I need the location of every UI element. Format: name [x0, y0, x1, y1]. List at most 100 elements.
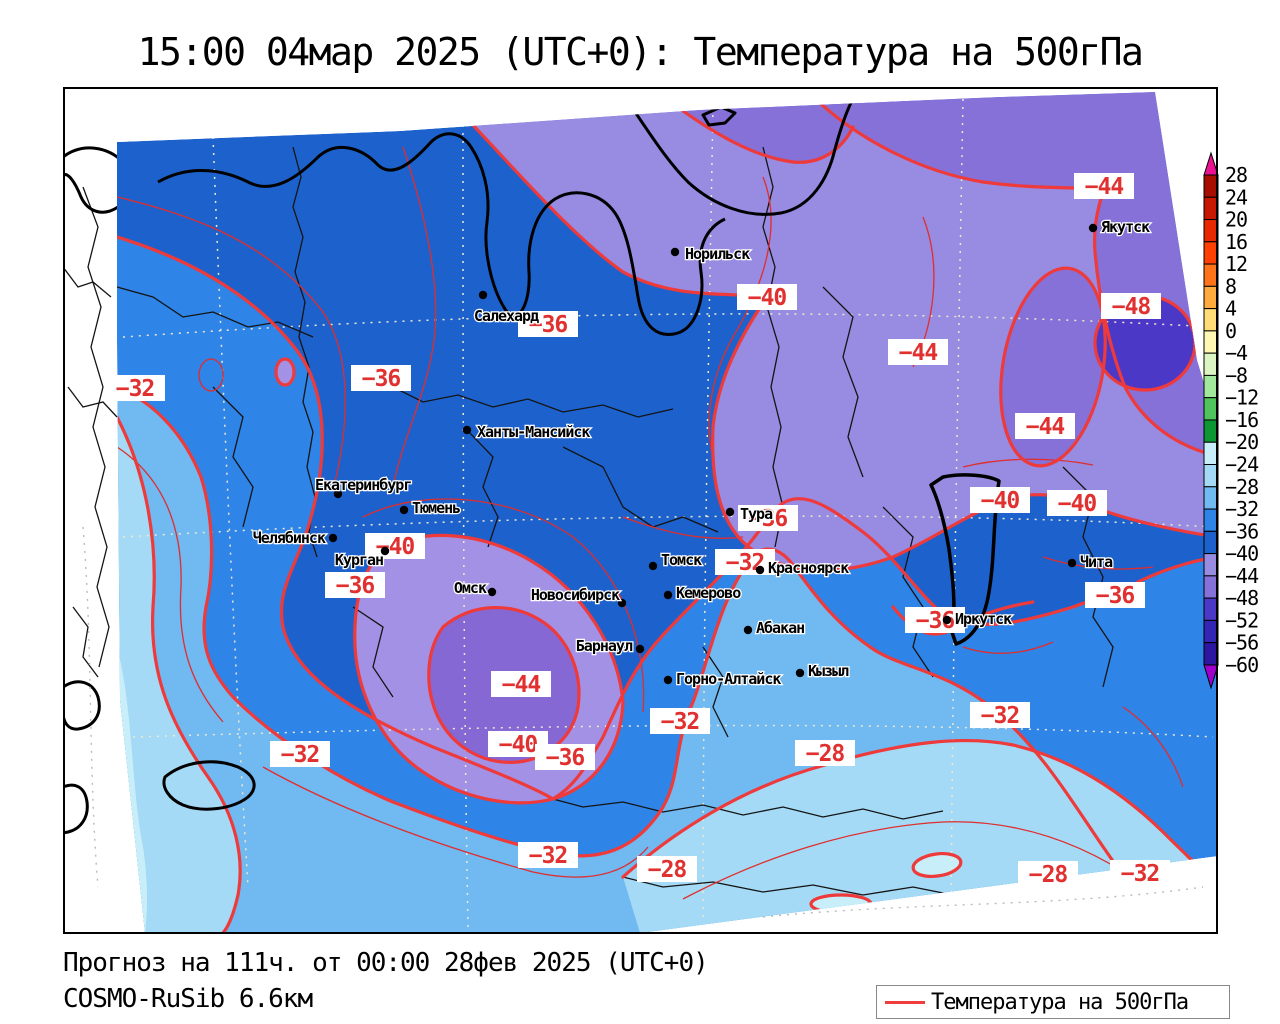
city-dot	[328, 533, 338, 543]
region-band-20-24-sliver	[117, 647, 147, 933]
svg-text:−32: −32	[981, 703, 1020, 729]
svg-text:−36: −36	[336, 573, 375, 599]
map-canvas: −44−48−40−44−36−36−32−44−40 −40−36−32−40−…	[61, 87, 1280, 934]
city-label: Новосибирск	[531, 586, 620, 604]
svg-text:−40: −40	[376, 534, 415, 560]
city-label: Кемерово	[676, 584, 741, 602]
contour-label: −36	[738, 505, 798, 532]
city-dot	[663, 590, 673, 600]
svg-text:−40: −40	[499, 732, 538, 758]
city-dot	[725, 507, 735, 517]
city-label: Абакан	[756, 619, 804, 637]
city-dot	[635, 644, 645, 654]
city-marker: Барнаул	[575, 636, 645, 656]
colorbar-step	[1203, 219, 1219, 243]
svg-text:−32: −32	[661, 709, 700, 735]
svg-text:−32: −32	[529, 843, 568, 869]
colorbar-tick-label: −36	[1225, 519, 1258, 543]
city-marker: Норильск	[670, 244, 752, 264]
city-marker: Якутск	[1088, 217, 1152, 237]
city-label: Тура	[740, 505, 773, 523]
city-marker: Чита	[1067, 552, 1115, 572]
city-dot	[755, 565, 765, 575]
isotherms-major	[117, 101, 1218, 933]
colorbar-step	[1203, 530, 1219, 555]
lakes-outside	[61, 680, 101, 835]
city-label: Чита	[1080, 553, 1113, 571]
contour-label: −28	[1018, 861, 1078, 888]
legend-label: Температура на 500гПа	[931, 989, 1189, 1015]
city-label: Якутск	[1101, 218, 1150, 236]
city-marker: Кемерово	[663, 583, 743, 603]
city-dot	[487, 587, 497, 597]
region-tiny-cold-spot	[276, 359, 294, 385]
svg-text:−36: −36	[1096, 583, 1135, 609]
colorbar-tick-label: −20	[1225, 430, 1258, 454]
colorbar-tick-label: −32	[1225, 497, 1258, 521]
contour-label: −36	[1085, 582, 1145, 609]
city-label: Красноярск	[768, 559, 849, 577]
city-marker: Ханты-Мансийск	[462, 422, 593, 442]
svg-text:−44: −44	[1085, 174, 1124, 200]
svg-text:−36: −36	[749, 506, 788, 532]
region-band-44-48-topedge	[683, 99, 858, 163]
colorbar-step	[1203, 642, 1219, 666]
svg-text:−28: −28	[648, 857, 687, 883]
colorbar-tick-label: 24	[1225, 185, 1248, 209]
city-dot	[795, 668, 805, 678]
colorbar-step	[1203, 486, 1219, 510]
colorbar-step	[1203, 553, 1219, 577]
colorbar-step	[1203, 308, 1219, 332]
page-title: 15:00 04мар 2025 (UTC+0): Температура на…	[137, 30, 1144, 74]
colorbar-step	[1203, 196, 1219, 221]
colorbar-tick-label: −8	[1225, 363, 1247, 387]
city-marker: Тура	[725, 504, 775, 524]
svg-text:−28: −28	[1029, 862, 1068, 888]
city-marker: Омск	[453, 578, 497, 598]
city-label: Горно-Алтайск	[676, 670, 781, 688]
colorbar-step	[1203, 597, 1219, 621]
svg-text:−36: −36	[546, 745, 585, 771]
colorbar-tick-label: −28	[1225, 475, 1258, 499]
city-marker: Кызыл	[795, 661, 851, 681]
city-dot	[333, 489, 343, 499]
contour-label: −36	[535, 744, 595, 771]
contour-label: −36	[351, 365, 411, 392]
region-band-48-52-blob	[1095, 296, 1195, 390]
contour-label: −40	[1047, 490, 1107, 517]
city-label: Норильск	[685, 245, 750, 263]
city-marker: Челябинск	[251, 528, 338, 548]
contour-label: −32	[270, 741, 330, 768]
city-marker: Иркутск	[942, 609, 1014, 629]
colorbar-step	[1203, 441, 1219, 466]
city-label: Курган	[335, 551, 383, 569]
city-dot	[617, 598, 627, 608]
colorbar-tick-label: −12	[1225, 386, 1258, 410]
city-dot	[1067, 558, 1077, 568]
city-label: Ханты-Мансийск	[477, 423, 590, 441]
svg-text:−44: −44	[1026, 414, 1065, 440]
city-label: Кызыл	[808, 662, 849, 680]
city-markers: Норильск Салехард Тура Ханты-Мансийск Екатер…	[251, 217, 1152, 690]
colorbar-under-arrow	[1203, 664, 1219, 690]
contour-label: −48	[1101, 293, 1161, 320]
city-label: Челябинск	[253, 529, 326, 547]
colorbar-step	[1203, 508, 1219, 532]
contour-label: −32	[1110, 860, 1170, 887]
svg-text:−32: −32	[281, 742, 320, 768]
svg-text:−44: −44	[502, 672, 541, 698]
city-dot	[462, 425, 472, 435]
colorbar-tick-label: −40	[1225, 542, 1258, 566]
admin-borders	[117, 146, 1114, 898]
colorbar-tick-label: 0	[1225, 319, 1236, 343]
city-dot	[648, 561, 658, 571]
contour-label: −44	[1015, 413, 1075, 440]
contour-label: −44	[491, 671, 551, 698]
svg-text:−40: −40	[981, 488, 1020, 514]
forecast-info: Прогноз на 111ч. от 00:00 28фев 2025 (UT…	[63, 948, 709, 978]
colorbar-tick-label: 20	[1225, 208, 1247, 232]
colorbar-tick-label: −24	[1225, 453, 1259, 477]
colorbar-step	[1203, 464, 1219, 488]
city-label: Салехард	[474, 307, 539, 325]
contour-label: −28	[795, 740, 855, 767]
